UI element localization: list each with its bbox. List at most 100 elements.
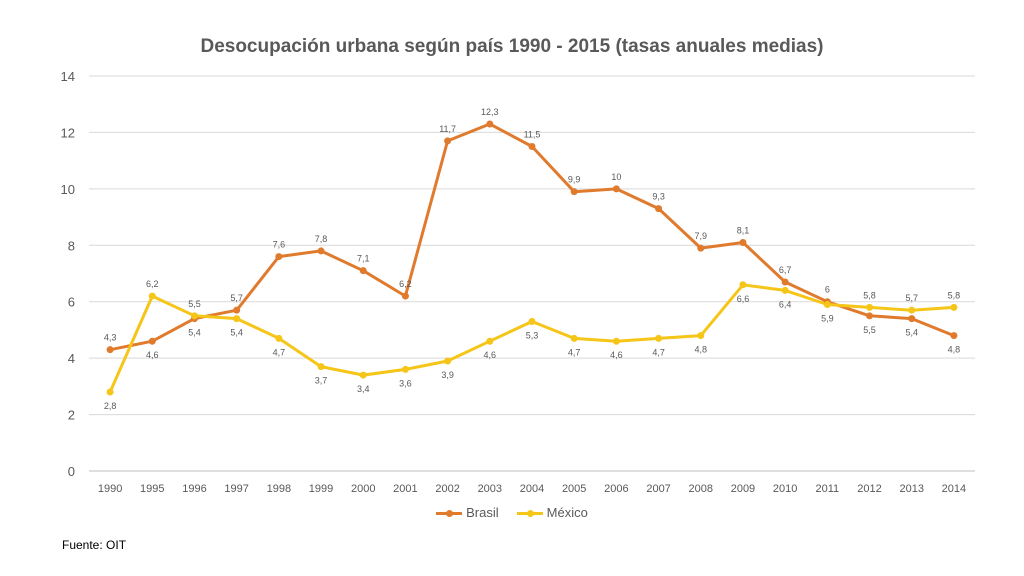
x-tick-label: 2000 [351, 483, 375, 495]
data-point-brasil [275, 253, 283, 261]
data-point-mexico [359, 371, 367, 379]
data-point-mexico [612, 337, 620, 345]
y-tick-label: 12 [61, 125, 75, 140]
x-tick-label: 2012 [857, 483, 881, 495]
data-point-brasil [233, 306, 241, 314]
legend-item-mexico: México [516, 505, 588, 520]
data-label-mexico: 4,7 [568, 347, 581, 357]
data-point-mexico [781, 286, 789, 294]
x-tick-label: 1997 [224, 483, 248, 495]
data-point-brasil [528, 143, 536, 151]
data-label-mexico: 5,7 [905, 293, 918, 303]
data-label-mexico: 6,6 [737, 294, 750, 304]
data-label-mexico: 5,4 [230, 328, 243, 338]
data-label-brasil: 11,7 [439, 124, 456, 134]
data-label-mexico: 3,9 [441, 370, 454, 380]
x-tick-label: 2004 [520, 483, 544, 495]
legend-swatch-mexico [516, 507, 543, 519]
data-label-brasil: 11,5 [524, 130, 541, 140]
data-label-brasil: 5,7 [230, 293, 243, 303]
data-label-mexico: 3,6 [399, 378, 412, 388]
data-point-brasil [359, 267, 367, 275]
data-point-mexico [655, 334, 663, 342]
x-tick-label: 1990 [98, 483, 122, 495]
legend-label-brasil: Brasil [466, 505, 499, 520]
y-tick-label: 6 [68, 295, 75, 310]
data-point-mexico [106, 388, 114, 396]
data-point-mexico [233, 315, 241, 323]
x-tick-label: 2014 [942, 483, 966, 495]
data-point-brasil [781, 278, 789, 286]
data-point-brasil [486, 120, 494, 128]
data-point-brasil [612, 185, 620, 193]
data-point-mexico [739, 281, 747, 289]
x-tick-label: 2006 [604, 483, 628, 495]
data-point-mexico [570, 334, 578, 342]
data-label-brasil: 7,6 [273, 240, 286, 250]
data-label-mexico: 5,5 [188, 299, 201, 309]
x-tick-label: 2008 [689, 483, 713, 495]
x-tick-label: 2013 [899, 483, 923, 495]
data-label-mexico: 2,8 [104, 401, 117, 411]
data-point-brasil [317, 247, 325, 255]
data-point-brasil [106, 346, 114, 354]
y-tick-label: 2 [68, 408, 75, 423]
data-point-brasil [866, 312, 874, 320]
data-label-mexico: 4,7 [273, 347, 286, 357]
data-label-brasil: 7,1 [357, 254, 370, 264]
legend-label-mexico: México [546, 505, 588, 520]
data-point-brasil [570, 188, 578, 196]
data-point-mexico [950, 303, 958, 311]
data-point-mexico [528, 317, 536, 325]
x-tick-label: 2009 [731, 483, 755, 495]
data-point-mexico [401, 365, 409, 373]
x-tick-label: 2003 [478, 483, 502, 495]
data-label-brasil: 5,4 [188, 328, 201, 338]
legend-item-brasil: Brasil [436, 505, 499, 520]
data-point-mexico [148, 292, 156, 300]
data-label-brasil: 4,8 [948, 345, 961, 355]
y-tick-label: 4 [68, 351, 75, 366]
source-note: Fuente: OIT [62, 538, 127, 552]
data-label-brasil: 6,2 [399, 279, 412, 289]
data-label-mexico: 4,8 [695, 345, 708, 355]
data-label-mexico: 5,9 [821, 314, 834, 324]
x-tick-label: 2005 [562, 483, 586, 495]
data-point-mexico [908, 306, 916, 314]
data-label-brasil: 5,5 [863, 325, 876, 335]
y-tick-label: 8 [68, 238, 75, 253]
data-point-brasil [148, 337, 156, 345]
data-point-brasil [401, 292, 409, 300]
y-tick-label: 10 [61, 182, 75, 197]
data-point-mexico [190, 312, 198, 320]
data-label-mexico: 5,8 [863, 290, 876, 300]
data-point-brasil [739, 238, 747, 246]
data-label-brasil: 4,3 [104, 333, 117, 343]
x-tick-label: 2011 [816, 483, 840, 495]
data-label-brasil: 6 [825, 285, 830, 295]
x-tick-label: 1996 [182, 483, 206, 495]
data-point-mexico [823, 301, 831, 309]
data-label-brasil: 9,9 [568, 175, 581, 185]
data-point-mexico [444, 357, 452, 365]
data-point-mexico [697, 332, 705, 340]
x-tick-label: 2010 [773, 483, 797, 495]
data-label-mexico: 5,8 [948, 290, 961, 300]
data-label-brasil: 8,1 [737, 225, 750, 235]
legend-swatch-brasil [436, 507, 463, 519]
data-point-brasil [908, 315, 916, 323]
data-label-brasil: 7,8 [315, 234, 328, 244]
data-label-brasil: 7,9 [695, 231, 708, 241]
data-label-brasil: 5,4 [905, 328, 918, 338]
data-label-mexico: 4,6 [610, 350, 623, 360]
data-label-mexico: 6,2 [146, 279, 159, 289]
chart-title: Desocupación urbana según país 1990 - 20… [200, 36, 824, 57]
data-label-brasil: 9,3 [652, 192, 665, 202]
data-label-brasil: 4,6 [146, 350, 159, 360]
data-point-mexico [317, 363, 325, 371]
y-tick-label: 14 [61, 69, 75, 84]
data-label-brasil: 12,3 [481, 107, 499, 117]
data-label-mexico: 4,7 [652, 347, 665, 357]
data-label-mexico: 6,4 [779, 299, 792, 309]
